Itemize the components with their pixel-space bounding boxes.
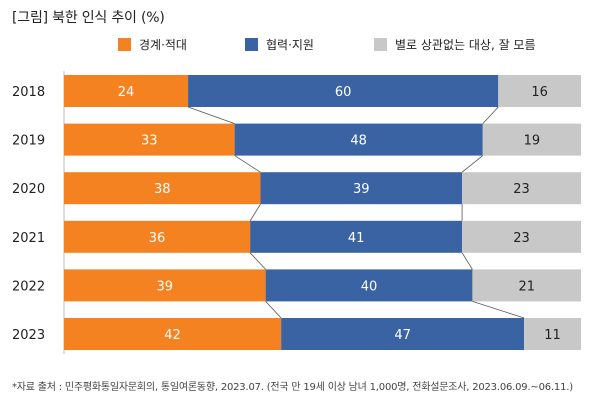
connector-line [482,106,499,124]
connector-line [461,155,484,173]
legend-swatch-indifferent [374,38,387,51]
legend-label-cooperation: 협력·지원 [266,38,314,52]
category-label: 2021 [12,231,45,246]
bar-cooperation [260,172,463,205]
data-label-cooperation: 40 [361,279,378,294]
data-label-cooperation: 47 [394,328,411,343]
bar-indifferent [482,123,581,156]
category-label: 2018 [12,85,45,100]
bar-cooperation [265,269,473,302]
data-label-hostile: 24 [118,85,135,100]
legend-item-cooperation: 협력·지원 [245,36,314,53]
data-label-indifferent: 19 [524,134,541,149]
connector-line [187,106,235,124]
data-label-hostile: 38 [154,182,171,197]
legend: 경계·적대 협력·지원 별로 상관없는 대상, 잘 모름 [0,36,598,58]
bar-hostile [64,172,261,205]
connector-line [249,252,266,270]
data-label-cooperation: 41 [348,231,365,246]
bar-indifferent [462,220,581,253]
bar-hostile [64,75,189,107]
data-label-indifferent: 21 [518,279,535,294]
data-label-hostile: 36 [149,231,166,246]
bar-hostile [64,220,251,253]
connector-line [249,203,261,222]
bar-indifferent [498,75,581,107]
data-label-cooperation: 60 [335,85,352,100]
bar-cooperation [188,75,499,107]
bar-hostile [64,269,266,302]
category-label: 2020 [12,182,45,197]
legend-label-hostile: 경계·적대 [139,38,187,52]
data-label-hostile: 42 [164,328,181,343]
legend-label-indifferent: 별로 상관없는 대상, 잘 모름 [395,38,536,52]
legend-swatch-cooperation [245,38,258,51]
legend-item-hostile: 경계·적대 [118,36,187,53]
category-label: 2022 [12,279,45,294]
legend-item-indifferent: 별로 상관없는 대상, 잘 모름 [374,36,536,53]
connector-line [472,301,525,319]
chart-title: [그림] 북한 인식 추이 (%) [12,10,165,26]
data-label-hostile: 39 [157,279,174,294]
bar-hostile [64,123,235,156]
connector-line [461,252,473,270]
bar-cooperation [234,123,483,156]
legend-swatch-hostile [118,38,131,51]
category-label: 2023 [12,328,45,343]
bar-indifferent [524,318,581,350]
source-note: *자료 출처 : 민주평화통일자문회의, 통일여론동향, 2023.07. (전… [12,382,573,393]
bar-cooperation [250,220,463,253]
data-label-cooperation: 39 [353,182,370,197]
data-label-indifferent: 23 [513,182,530,197]
data-label-hostile: 33 [141,134,158,149]
bar-indifferent [462,172,581,205]
data-label-cooperation: 48 [350,134,367,149]
category-label: 2019 [12,134,45,149]
data-label-indifferent: 16 [531,85,548,100]
connector-line [234,155,261,173]
connector-line [265,301,282,319]
bar-indifferent [472,269,581,302]
data-label-indifferent: 11 [544,328,561,343]
bar-hostile [64,318,282,350]
data-label-indifferent: 23 [513,231,530,246]
bar-cooperation [281,318,525,350]
